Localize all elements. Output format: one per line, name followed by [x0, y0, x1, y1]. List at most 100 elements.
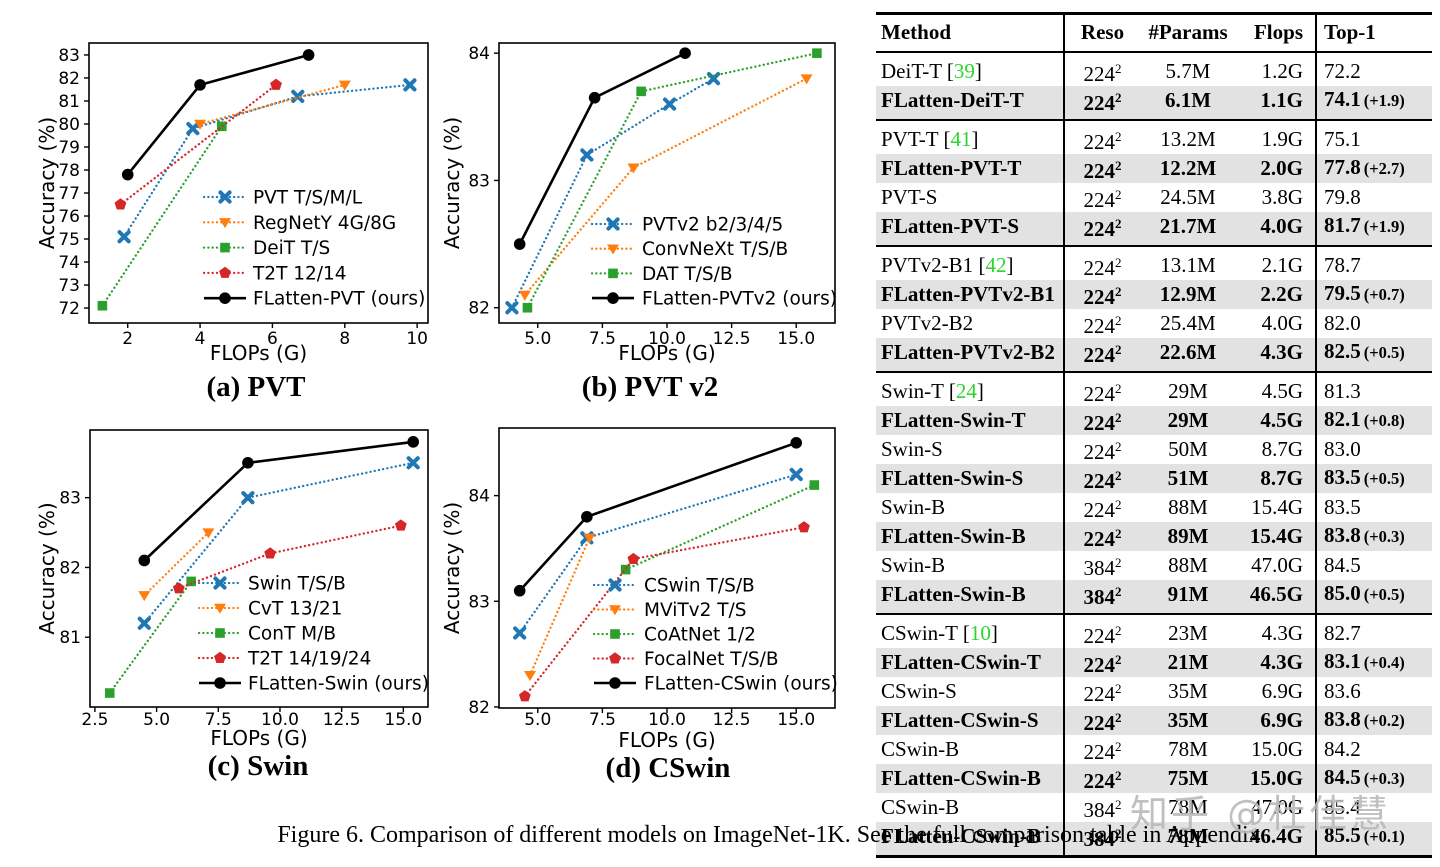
watermark-text: 知乎 @杜佳慧 [1130, 792, 1392, 836]
x-tick-label: 10 [406, 329, 428, 349]
cell-params: 75M [1167, 766, 1209, 790]
series-cont-m-b [104, 576, 196, 698]
cell-method: FLatten-Swin-B [881, 582, 1026, 606]
cell-flops: 4.3G [1261, 621, 1303, 645]
legend-label: MViTv2 T/S [644, 600, 747, 621]
legend-label: CvT 13/21 [248, 599, 342, 620]
cell-method: FLatten-CSwin-S [881, 708, 1039, 732]
accuracy-delta: (+0.2) [1363, 711, 1405, 730]
cell-method: DeiT-T [39] [881, 59, 982, 83]
square-marker-icon [220, 242, 230, 253]
series-dat-t-s-b [522, 48, 822, 313]
y-tick-label: 82 [59, 558, 81, 578]
axes: 2 4 6 8 10 72 73 74 75 76 77 78 79 80 81 82 83 [58, 46, 428, 349]
table-row: FLatten-PVTv2-B1 2242 12.9M 2.2G 79.5 (+0.7) [876, 279, 1432, 309]
triangle-marker-icon [219, 218, 231, 229]
table-header-cell: Method [876, 13, 1064, 53]
cell-resolution: 3842 [1063, 792, 1140, 822]
table-row: FLatten-PVT-S 2242 21.7M 4.0G 81.7 (+1.9) [876, 211, 1432, 246]
x-tick-label: 7.5 [589, 710, 616, 730]
cell-params: 88M [1168, 495, 1208, 519]
table-row: PVTv2-B1 [42] 2242 13.1M 2.1G 78.7 [876, 245, 1432, 280]
x-tick-label: 10.0 [648, 710, 686, 730]
chart-c-svg: 2.5 5.0 7.5 10.0 12.5 15.0 81 82 83 FLOPs (G) Accu… [35, 429, 429, 782]
square-marker-icon [215, 628, 225, 638]
cell-top1: 85.4 [1315, 792, 1432, 822]
series-cvt-13-21 [138, 528, 215, 602]
chart-a-pvt: 2 4 6 8 10 72 73 74 75 76 77 78 79 80 81 82 83 FLOPs (G) A… [0, 0, 462, 412]
square-marker-icon [636, 86, 646, 97]
x-marker-icon [580, 148, 594, 162]
plot-border [89, 429, 429, 708]
cell-top1: 84.5 (+0.3) [1315, 763, 1432, 793]
cell-method: FLatten-PVTv2-B2 [881, 340, 1055, 364]
square-marker-icon [608, 268, 618, 279]
chart-b-svg: 5.0 7.5 10.0 12.5 15.0 82 83 84 FLOPs (G) Accurac… [440, 42, 837, 403]
series-t2t-14-19-24 [172, 519, 407, 594]
cell-params: 5.7M [1165, 59, 1211, 83]
cell-resolution: 2242 [1063, 763, 1140, 793]
cell-top1: 83.1 (+0.4) [1315, 647, 1432, 677]
y-tick-label: 84 [468, 44, 490, 64]
legend-label: PVT T/S/M/L [253, 188, 363, 209]
y-tick-label: 72 [58, 299, 80, 319]
x-marker-icon [662, 97, 677, 111]
cell-params: 21.7M [1159, 214, 1217, 238]
x-marker-icon [241, 491, 255, 505]
cell-top1: 81.7 (+1.9) [1315, 211, 1432, 246]
cell-flops: 2.1G [1261, 253, 1303, 277]
cell-params: 51M [1167, 466, 1209, 490]
cell-params: 91M [1167, 582, 1209, 606]
table-row: CSwin-S 2242 35M 6.9G 83.6 [876, 676, 1432, 706]
pentagon-marker-icon [518, 690, 531, 702]
cell-flops: 6.9G [1260, 708, 1303, 732]
cell-method: CSwin-T [10] [881, 621, 998, 645]
cell-method: CSwin-B [881, 737, 960, 761]
y-tick-label: 81 [58, 92, 80, 112]
plot-border [88, 42, 429, 324]
square-marker-icon [104, 688, 115, 698]
table-group: PVT-T [41] 2242 13.2M 1.9G 75.1 FLatten-PVT-T… [876, 119, 1432, 246]
square-marker-icon [812, 48, 822, 58]
square-marker-icon [620, 564, 631, 575]
axes: 5.0 7.5 10.0 12.5 15.0 82 83 84 [468, 487, 815, 730]
cell-params: 24.5M [1160, 185, 1216, 209]
x-tick-label: 5.0 [524, 710, 551, 730]
cell-params: 78M [1167, 824, 1209, 848]
x-marker-icon [137, 616, 151, 630]
legend-label: FLatten-Swin (ours) [248, 674, 429, 695]
series-flatten-pvtv2-ours- [513, 47, 691, 250]
cell-resolution: 2242 [1063, 371, 1140, 406]
legend-label: PVTv2 b2/3/4/5 [642, 215, 783, 236]
x-tick-label: 2 [122, 329, 133, 349]
table-row: FLatten-DeiT-T 2242 6.1M 1.1G 74.1 (+1.9) [876, 85, 1432, 120]
cell-top1: 72.2 [1315, 51, 1432, 86]
series-deit-t-s [97, 121, 227, 311]
accuracy-delta: (+0.3) [1363, 769, 1405, 788]
table-row: DeiT-T [39] 2242 5.7M 1.2G 72.2 [876, 51, 1432, 86]
circle-marker-icon [609, 677, 621, 689]
triangle-marker-icon [583, 533, 596, 544]
cell-params: 78M [1168, 795, 1208, 819]
cell-top1: 79.8 [1315, 182, 1432, 212]
cell-resolution: 2242 [1063, 734, 1140, 764]
cell-top1: 83.6 [1315, 676, 1432, 706]
cell-flops: 1.1G [1260, 88, 1303, 112]
cell-method: PVTv2-B1 [42] [881, 253, 1014, 277]
x-tick-label: 10.0 [648, 329, 686, 349]
table-header-cell: Reso [1063, 13, 1140, 53]
cell-params: 50M [1168, 437, 1208, 461]
pentagon-marker-icon [264, 547, 276, 559]
y-tick-label: 80 [58, 115, 80, 135]
cell-flops: 8.7G [1260, 466, 1303, 490]
accuracy-delta: (+1.9) [1363, 217, 1405, 236]
cell-resolution: 3842 [1063, 821, 1140, 856]
cell-top1: 75.1 [1315, 119, 1432, 154]
cell-resolution: 2242 [1063, 434, 1140, 464]
circle-marker-icon [790, 436, 803, 449]
table-row: FLatten-CSwin-B 2242 75M 15.0G 84.5 (+0.3) [876, 763, 1432, 793]
table-row: PVT-T [41] 2242 13.2M 1.9G 75.1 [876, 119, 1432, 154]
cell-params: 12.2M [1159, 156, 1217, 180]
x-marker-icon [606, 217, 620, 231]
